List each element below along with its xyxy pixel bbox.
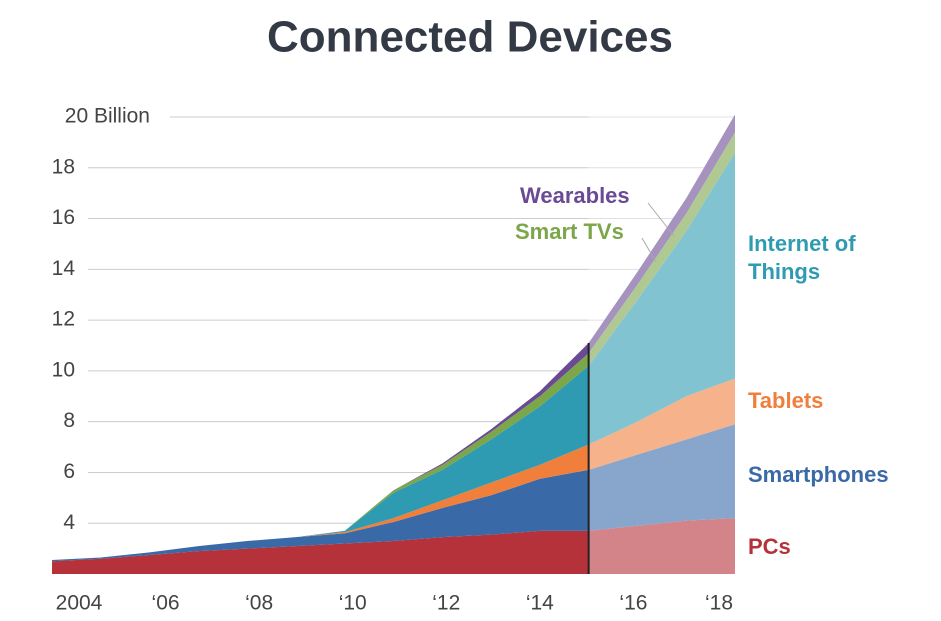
- x-tick-label: ‘06: [152, 592, 180, 615]
- area: [52, 424, 735, 562]
- y-tick-label: 4: [63, 511, 75, 534]
- series-label: Smartphones: [748, 462, 889, 487]
- area: [52, 518, 735, 574]
- area: [52, 152, 735, 561]
- series-label: Tablets: [748, 388, 824, 413]
- series-label: PCs: [748, 534, 791, 559]
- forecast-shade: [588, 90, 736, 574]
- series-label: Wearables: [520, 183, 630, 208]
- y-tick-label: 18: [52, 155, 75, 178]
- y-tick-label: 16: [52, 206, 75, 229]
- y-tick-label: 12: [52, 308, 75, 331]
- y-tick-label: 20 Billion: [65, 105, 150, 128]
- y-tick-label: 14: [52, 257, 76, 280]
- leader-line: [641, 237, 657, 263]
- x-tick-label: ‘10: [339, 592, 367, 615]
- x-tick-label: ‘14: [526, 592, 554, 615]
- area: [52, 132, 735, 561]
- x-tick-label: ‘12: [432, 592, 460, 615]
- x-tick-label: ‘16: [619, 592, 647, 615]
- chart-title: Connected Devices: [267, 13, 673, 62]
- series-label: Smart TVs: [515, 219, 624, 244]
- series-label: Internet of Things: [748, 231, 856, 284]
- y-tick-label: 10: [52, 358, 75, 381]
- x-tick-label: ‘08: [245, 592, 273, 615]
- x-tick-label: ‘18: [705, 592, 733, 615]
- y-tick-label: 6: [63, 460, 75, 483]
- y-tick-label: 8: [63, 409, 75, 432]
- area: [52, 114, 735, 561]
- leader-line: [647, 202, 675, 237]
- x-tick-label: 2004: [56, 592, 103, 615]
